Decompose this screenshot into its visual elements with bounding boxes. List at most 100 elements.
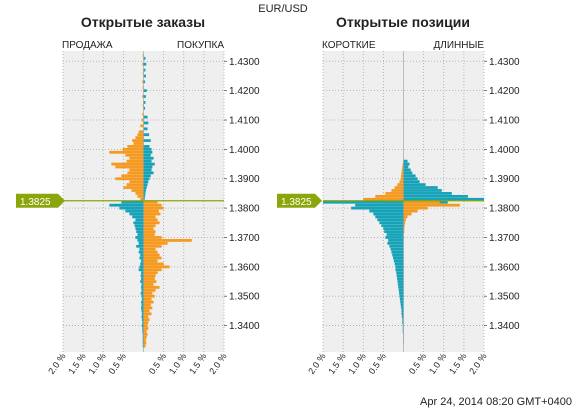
x-tick-label: 2.0 % <box>207 351 228 376</box>
bar-lower-left <box>135 218 144 222</box>
bar-upper-left <box>138 130 144 134</box>
bar-upper-right <box>143 147 152 151</box>
right-side-label: ДЛИННЫЕ <box>434 40 485 51</box>
y-tick-label: 1.3800 <box>229 204 260 215</box>
bar-lower-left <box>386 233 404 236</box>
bar-lower-left <box>138 268 144 272</box>
x-tick-label: 1.0 % <box>427 351 448 376</box>
bar-upper-left <box>129 180 144 184</box>
bar-lower-left <box>397 280 404 283</box>
bar-lower-right <box>143 297 152 301</box>
bar-lower-right <box>143 250 158 254</box>
bar-lower-right <box>143 330 147 333</box>
bar-lower-left <box>399 291 404 295</box>
bar-lower-left <box>402 321 404 325</box>
bar-lower-left <box>141 312 144 316</box>
x-tick-label: 0.5 % <box>407 351 428 376</box>
bar-lower-left <box>141 315 144 319</box>
bar-lower-left <box>401 306 404 310</box>
y-tick-label: 1.4300 <box>229 57 260 68</box>
bar-upper-left <box>122 147 144 151</box>
bar-lower-left <box>137 239 144 242</box>
bar-upper-left <box>123 186 144 189</box>
x-tick-label: 0.5 % <box>107 351 128 376</box>
bar-lower-right <box>143 236 162 239</box>
current-price-label: 1.3825 <box>281 197 312 208</box>
bar-lower-left <box>398 288 404 292</box>
bar-lower-left <box>384 230 404 233</box>
bar-upper-right <box>143 139 151 142</box>
bar-lower-right <box>143 321 149 325</box>
bar-lower-left <box>388 239 404 242</box>
bar-lower-left <box>402 327 404 330</box>
bar-lower-left <box>389 244 404 248</box>
x-tick-label: 2.0 % <box>467 351 488 376</box>
bar-lower-right <box>403 200 440 204</box>
bar-lower-right <box>143 283 154 286</box>
bar-lower-right <box>143 206 164 210</box>
bar-upper-right <box>143 133 150 137</box>
bar-lower-left <box>141 303 144 307</box>
bar-lower-right <box>403 215 408 219</box>
bar-upper-left <box>140 197 144 201</box>
bar-lower-right <box>143 247 156 251</box>
bar-lower-left <box>142 338 144 342</box>
bar-lower-left <box>138 241 144 245</box>
x-tick-label: 1.5 % <box>447 351 468 376</box>
bar-upper-right <box>143 177 150 181</box>
bar-upper-left <box>142 95 144 98</box>
bar-lower-right <box>143 338 146 342</box>
bar-lower-right <box>143 324 148 327</box>
bar-lower-left <box>132 215 144 219</box>
y-tick-label: 1.3500 <box>489 292 520 303</box>
bar-lower-left <box>401 312 404 316</box>
y-tick-label: 1.3700 <box>229 233 260 244</box>
bar-upper-left <box>375 194 404 198</box>
bar-lower-right <box>143 233 155 236</box>
bar-upper-right <box>143 197 145 201</box>
bar-upper-left <box>129 168 144 172</box>
bar-upper-right <box>403 168 411 172</box>
bar-lower-left <box>141 271 144 275</box>
bar-lower-left <box>391 250 404 254</box>
bar-upper-right <box>143 192 146 195</box>
bar-upper-left <box>141 118 144 122</box>
bar-lower-right <box>403 230 405 233</box>
left-side-label: КОРОТКИЕ <box>322 40 376 51</box>
y-tick-label: 1.4100 <box>489 116 520 127</box>
bar-lower-left <box>399 297 404 301</box>
bar-lower-left <box>402 330 404 333</box>
y-tick-label: 1.3700 <box>489 233 520 244</box>
bar-lower-left <box>141 297 144 301</box>
bar-upper-left <box>111 162 144 166</box>
bar-lower-right <box>143 262 164 266</box>
bar-lower-right <box>143 332 148 336</box>
bar-lower-right <box>403 224 405 228</box>
bar-lower-left <box>140 262 144 266</box>
bar-upper-left <box>401 174 404 178</box>
bar-lower-left <box>141 300 144 304</box>
bar-lower-right <box>143 244 162 248</box>
bar-upper-right <box>143 127 148 131</box>
bar-lower-left <box>142 344 144 348</box>
bar-upper-left <box>142 103 144 107</box>
bar-lower-left <box>142 332 144 336</box>
bar-lower-right <box>143 306 153 310</box>
bar-upper-left <box>140 124 144 128</box>
bar-upper-right <box>143 145 150 148</box>
bar-upper-left <box>402 165 404 169</box>
bar-upper-right <box>403 174 416 178</box>
bar-lower-left <box>141 277 144 280</box>
bar-lower-left <box>119 206 144 210</box>
bar-lower-right <box>403 212 412 216</box>
bar-lower-left <box>125 209 144 213</box>
bar-lower-left <box>394 262 404 266</box>
bar-lower-left <box>139 247 144 251</box>
bar-lower-right <box>143 215 156 219</box>
bar-upper-right <box>143 121 149 125</box>
bar-lower-right <box>143 303 151 307</box>
bar-upper-left <box>142 80 144 84</box>
bar-upper-right <box>143 183 148 187</box>
bar-upper-left <box>127 145 144 148</box>
bar-lower-left <box>355 203 404 207</box>
